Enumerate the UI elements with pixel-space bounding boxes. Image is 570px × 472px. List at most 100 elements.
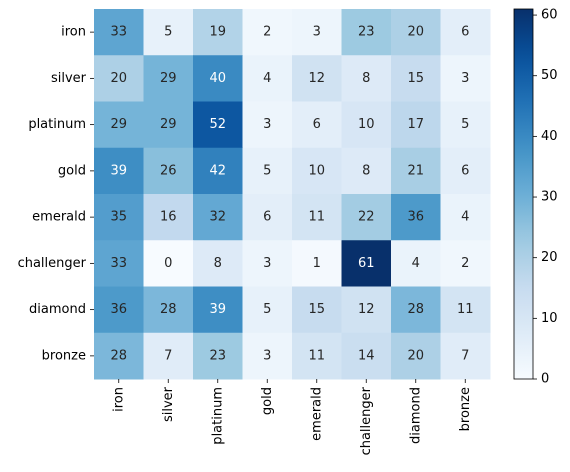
cell-value-label: 20	[110, 71, 127, 86]
cell-value-label: 28	[407, 302, 424, 317]
heatmap-cell-emerald-bronze	[440, 194, 491, 241]
cell-value-label: 4	[263, 71, 271, 86]
cell-value-label: 8	[214, 256, 222, 271]
cell-value-label: 6	[461, 25, 469, 40]
cell-value-label: 4	[461, 210, 469, 225]
cell-value-label: 15	[308, 302, 325, 317]
heatmap-cell-bronze-silver	[143, 332, 194, 380]
heatmap-cell-emerald-iron	[94, 194, 144, 241]
cell-value-label: 16	[160, 210, 177, 225]
x-tick-label-silver: silver	[161, 386, 176, 422]
heatmap-cell-emerald-diamond	[391, 194, 441, 241]
cell-value-label: 5	[164, 25, 172, 40]
colorbar-gradient	[514, 9, 533, 379]
heatmap-cell-challenger-gold	[242, 240, 293, 287]
heatmap-cell-diamond-challenger	[341, 286, 392, 334]
cell-value-label: 7	[461, 348, 469, 363]
cell-value-label: 0	[164, 256, 172, 271]
y-tick-label-emerald: emerald	[32, 210, 86, 225]
cell-value-label: 2	[263, 25, 271, 40]
cell-value-label: 33	[110, 25, 127, 40]
y-axis: iron silver platinum gold emerald challenger d…	[18, 25, 94, 363]
heatmap-cell-silver-platinum	[193, 55, 243, 102]
colorbar-tick-label-0: 0	[541, 372, 549, 387]
cell-value-label: 23	[209, 348, 226, 363]
colorbar-tick-label-50: 50	[541, 68, 558, 83]
colorbar: 0 10 20 30 40 50 60	[513, 8, 558, 387]
heatmap-cell-gold-bronze	[440, 147, 491, 195]
x-tick-label-emerald: emerald	[309, 387, 324, 441]
heatmap-cell-gold-gold	[242, 147, 293, 195]
colorbar-tick-label-20: 20	[541, 250, 558, 265]
y-tick-label-gold: gold	[58, 163, 86, 178]
cell-value-label: 4	[412, 256, 420, 271]
heatmap-cell-iron-bronze	[440, 9, 491, 56]
heatmap-cell-iron-gold	[242, 9, 293, 56]
colorbar-tick-label-30: 30	[541, 190, 558, 205]
cell-value-label: 5	[461, 117, 469, 132]
heatmap-cell-platinum-platinum	[193, 101, 243, 149]
cell-value-label: 26	[160, 163, 177, 178]
heatmap-cells	[94, 9, 491, 380]
heatmap-cell-emerald-challenger	[341, 194, 392, 241]
heatmap-cell-silver-emerald	[292, 55, 342, 102]
heatmap-cell-silver-challenger	[341, 55, 392, 102]
x-tick-label-challenger: challenger	[359, 386, 374, 455]
heatmap-cell-gold-iron	[94, 147, 144, 195]
heatmap-cell-emerald-gold	[242, 194, 293, 241]
heatmap-cell-bronze-diamond	[391, 332, 441, 380]
cell-value-label: 23	[358, 25, 375, 40]
heatmap-cell-diamond-bronze	[440, 286, 491, 334]
heatmap-cell-challenger-iron	[94, 240, 144, 287]
cell-value-label: 6	[461, 163, 469, 178]
heatmap-cell-emerald-emerald	[292, 194, 342, 241]
x-tick-label-bronze: bronze	[458, 387, 473, 431]
cell-value-label: 3	[461, 71, 469, 86]
y-tick-label-bronze: bronze	[42, 348, 86, 363]
cell-value-label: 20	[407, 25, 424, 40]
heatmap-cell-emerald-platinum	[193, 194, 243, 241]
cell-value-label: 3	[263, 256, 271, 271]
cell-value-label: 20	[407, 348, 424, 363]
heatmap-cell-iron-iron	[94, 9, 144, 56]
cell-value-label: 2	[461, 256, 469, 271]
heatmap-cell-bronze-gold	[242, 332, 293, 380]
heatmap-cell-platinum-challenger	[341, 101, 392, 149]
cell-value-label: 10	[358, 117, 375, 132]
heatmap-cell-diamond-emerald	[292, 286, 342, 334]
x-tick-label-gold: gold	[260, 387, 275, 415]
heatmap-cell-silver-gold	[242, 55, 293, 102]
heatmap-cell-silver-iron	[94, 55, 144, 102]
heatmap-cell-challenger-silver	[143, 240, 194, 287]
heatmap-cell-iron-silver	[143, 9, 194, 56]
heatmap-cell-bronze-bronze	[440, 332, 491, 380]
cell-value-label: 42	[209, 163, 226, 178]
heatmap-cell-diamond-platinum	[193, 286, 243, 334]
cell-value-label: 5	[263, 163, 271, 178]
y-tick-label-diamond: diamond	[29, 302, 86, 317]
cell-value-label: 39	[209, 302, 226, 317]
cell-value-label: 61	[358, 256, 375, 271]
cell-value-label: 22	[358, 210, 375, 225]
cell-value-label: 6	[263, 210, 271, 225]
heatmap-cell-platinum-diamond	[391, 101, 441, 149]
cell-value-label: 11	[308, 210, 325, 225]
cell-value-label: 12	[308, 71, 325, 86]
cell-value-label: 29	[110, 117, 127, 132]
cell-value-label: 10	[308, 163, 325, 178]
cell-value-label: 14	[358, 348, 375, 363]
x-tick-label-platinum: platinum	[210, 387, 225, 445]
heatmap-cell-bronze-emerald	[292, 332, 342, 380]
cell-value-label: 28	[160, 302, 177, 317]
y-tick-label-platinum: platinum	[28, 117, 86, 132]
heatmap-cell-gold-diamond	[391, 147, 441, 195]
cell-value-label: 36	[407, 210, 424, 225]
heatmap-cell-gold-challenger	[341, 147, 392, 195]
heatmap-cell-platinum-silver	[143, 101, 194, 149]
cell-value-label: 7	[164, 348, 172, 363]
heatmap-cell-iron-emerald	[292, 9, 342, 56]
cell-value-label: 52	[209, 117, 226, 132]
heatmap-cell-challenger-bronze	[440, 240, 491, 287]
cell-value-label: 15	[407, 71, 424, 86]
x-axis: iron silver platinum gold emerald challenger d…	[111, 379, 473, 455]
